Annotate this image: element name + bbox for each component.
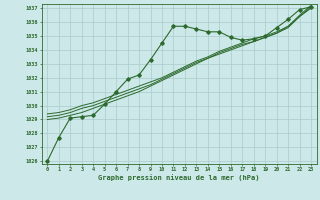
X-axis label: Graphe pression niveau de la mer (hPa): Graphe pression niveau de la mer (hPa) bbox=[99, 174, 260, 181]
